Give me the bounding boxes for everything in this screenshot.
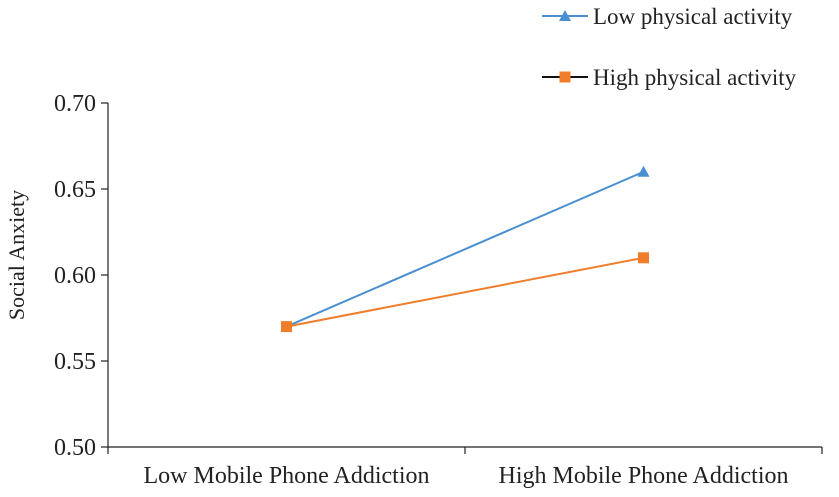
legend-label: High physical activity — [593, 65, 797, 90]
y-tick-label: 0.70 — [54, 91, 96, 117]
legend-item: Low physical activity — [542, 4, 793, 29]
y-tick-label: 0.65 — [54, 177, 96, 203]
x-axis-ticks: Low Mobile Phone Addiction High Mobile Ph… — [107, 447, 823, 489]
data-point — [637, 165, 650, 177]
data-point — [281, 321, 292, 333]
legend-marker — [559, 71, 571, 83]
legend-label: Low physical activity — [593, 4, 793, 29]
series-line — [286, 170, 644, 328]
series-line — [286, 256, 644, 328]
y-tick-label: 0.50 — [54, 435, 96, 461]
x-tick-label: Low Mobile Phone Addiction — [144, 463, 430, 489]
series-low-physical-activity — [280, 165, 650, 332]
y-axis-ticks: 0.50 0.55 0.60 0.65 0.70 — [54, 91, 108, 461]
y-tick-label: 0.60 — [54, 263, 96, 289]
legend-marker — [559, 10, 571, 21]
series-high-physical-activity — [281, 252, 649, 333]
legend-item: High physical activity — [542, 65, 797, 90]
y-axis-title: Social Anxiety — [4, 190, 29, 320]
x-tick-label: High Mobile Phone Addiction — [499, 463, 789, 489]
data-point — [638, 252, 649, 264]
legend: Low physical activity High physical activ… — [542, 4, 797, 90]
y-tick-label: 0.55 — [54, 349, 96, 375]
series-group — [280, 165, 650, 333]
axes — [107, 103, 822, 448]
